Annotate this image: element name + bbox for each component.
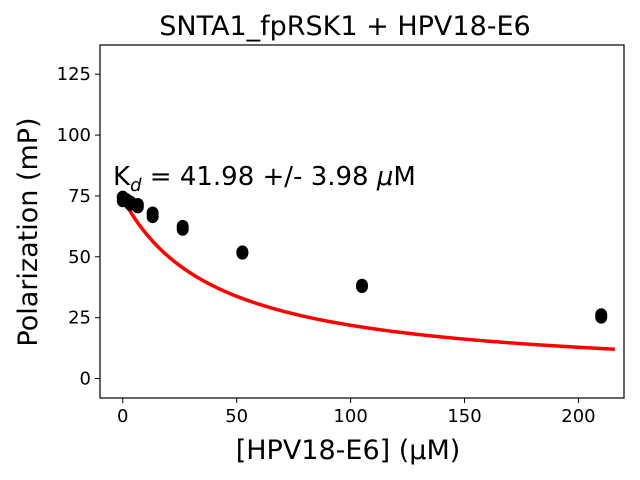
x-tick-label: 200 — [561, 406, 595, 427]
y-axis-label: Polarization (mP) — [13, 117, 44, 346]
data-point — [356, 280, 368, 294]
y-axis-ticks: 0 25 50 75 100 125 — [57, 64, 100, 390]
data-point — [176, 222, 189, 236]
y-tick-label: 75 — [68, 186, 91, 207]
data-point — [236, 246, 249, 260]
kd-value: = 41.98 +/- 3.98 — [142, 162, 377, 192]
x-axis-ticks: 0 50 100 150 200 — [117, 398, 596, 427]
chart-title: SNTA1_fpRSK1 + HPV18-E6 — [159, 11, 531, 42]
kd-unit-letter: M — [393, 162, 415, 192]
fit-curve — [121, 197, 615, 351]
fit-curve-layer — [121, 197, 615, 351]
y-tick-label: 0 — [80, 369, 91, 390]
x-tick-label: 100 — [333, 406, 367, 427]
plot-frame — [99, 44, 625, 399]
kd-prefix: K — [113, 162, 131, 192]
kd-unit-symbol: μ — [376, 162, 394, 192]
y-tick-label: 100 — [57, 125, 91, 146]
x-tick-label: 50 — [225, 406, 248, 427]
kd-annotation: Kd = 41.98 +/- 3.98 μM — [113, 162, 416, 196]
y-tick-label: 25 — [68, 308, 91, 329]
x-axis-label: [HPV18-E6] (µM) — [236, 435, 461, 466]
x-tick-label: 150 — [447, 406, 481, 427]
data-point — [595, 310, 608, 324]
y-tick-label: 125 — [57, 64, 91, 85]
y-tick-label: 50 — [68, 247, 91, 268]
kd-subscript: d — [130, 175, 142, 196]
data-point — [146, 210, 159, 224]
data-point — [131, 200, 144, 214]
x-tick-label: 0 — [117, 406, 128, 427]
data-points-layer — [116, 190, 608, 324]
